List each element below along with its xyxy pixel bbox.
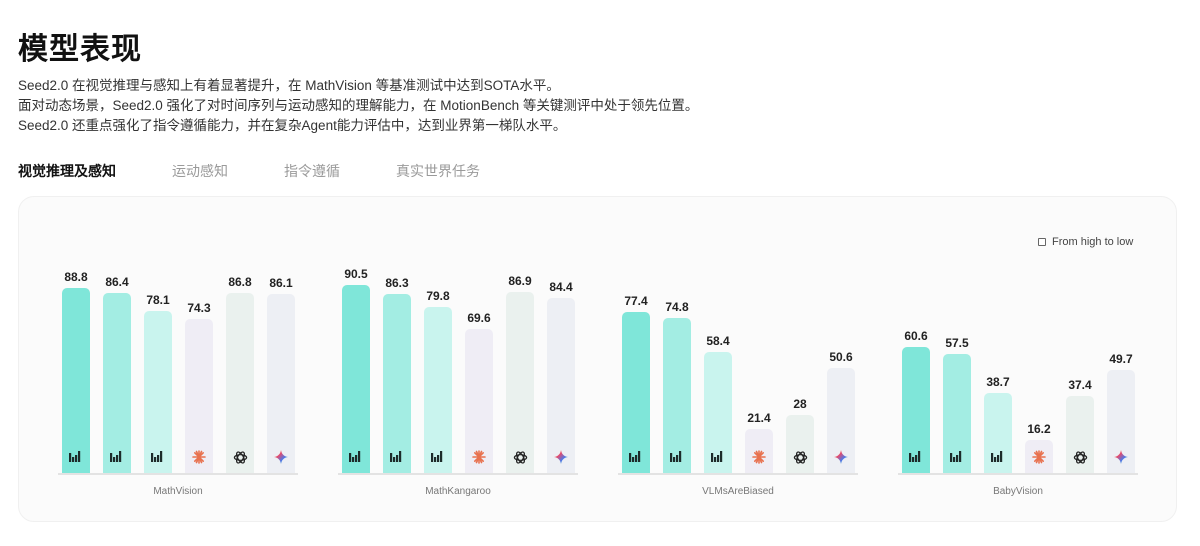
bar[interactable] (226, 293, 254, 474)
bar-value-label: 86.4 (105, 275, 129, 289)
bar[interactable] (943, 354, 971, 474)
bar-value-label: 21.4 (747, 411, 771, 425)
bar[interactable] (342, 285, 370, 474)
bar-value-label: 74.3 (187, 301, 211, 315)
bar-value-label: 37.4 (1068, 378, 1092, 392)
tab-visual-reasoning[interactable]: 视觉推理及感知 (18, 163, 116, 179)
bar-value-label: 78.1 (146, 293, 170, 307)
category-tabs: 视觉推理及感知 运动感知 指令遵循 真实世界任务 (18, 161, 536, 181)
gemini-logo-icon (547, 449, 575, 465)
x-axis-line (898, 473, 1138, 475)
x-axis-line (58, 473, 298, 475)
tab-motion-perception[interactable]: 运动感知 (172, 163, 228, 179)
bar-value-label: 50.6 (829, 350, 853, 364)
seed-logo-icon (424, 449, 452, 465)
bar[interactable] (622, 312, 650, 474)
group-label: MathVision (153, 486, 203, 497)
bar-value-label: 60.6 (904, 329, 928, 343)
bar-value-label: 84.4 (549, 280, 573, 294)
bar-value-label: 57.5 (945, 336, 969, 350)
bar-value-label: 74.8 (665, 300, 689, 314)
bar-value-label: 86.1 (269, 276, 293, 290)
bar-group-mathvision: 88.8 86.4 78.1 74.3 86.8 86.1 MathVision (58, 196, 302, 506)
bar-value-label: 49.7 (1109, 352, 1133, 366)
group-label: BabyVision (993, 486, 1043, 497)
bar-value-label: 28 (793, 397, 807, 411)
group-label: VLMsAreBiased (702, 486, 774, 497)
openai-logo-icon (786, 449, 814, 465)
seed-logo-icon (342, 449, 370, 465)
bar[interactable] (547, 298, 575, 474)
seed-logo-icon (984, 449, 1012, 465)
bar[interactable] (424, 307, 452, 474)
claude-logo-icon (465, 449, 493, 465)
seed-logo-icon (663, 449, 691, 465)
bar[interactable] (103, 293, 131, 474)
bar-value-label: 77.4 (624, 294, 648, 308)
bar-value-label: 69.6 (467, 311, 491, 325)
claude-logo-icon (745, 449, 773, 465)
bar[interactable] (663, 318, 691, 474)
bar[interactable] (267, 294, 295, 474)
openai-logo-icon (226, 449, 254, 465)
description-line: 面对动态场景，Seed2.0 强化了对时间序列与运动感知的理解能力，在 Moti… (18, 98, 699, 113)
description-line: Seed2.0 还重点强化了指令遵循能力，并在复杂Agent能力评估中，达到业界… (18, 118, 567, 133)
seed-logo-icon (144, 449, 172, 465)
seed-logo-icon (62, 449, 90, 465)
seed-logo-icon (383, 449, 411, 465)
gemini-logo-icon (267, 449, 295, 465)
x-axis-line (618, 473, 858, 475)
gemini-logo-icon (827, 449, 855, 465)
bar[interactable] (144, 311, 172, 474)
sort-label: From high to low (1052, 236, 1134, 248)
bar-value-label: 16.2 (1027, 422, 1051, 436)
seed-logo-icon (103, 449, 131, 465)
tab-real-world-tasks[interactable]: 真实世界任务 (396, 163, 480, 179)
bar[interactable] (465, 329, 493, 474)
bar-value-label: 88.8 (64, 270, 88, 284)
bar-value-label: 58.4 (706, 334, 730, 348)
bar-value-label: 86.9 (508, 274, 532, 288)
bar[interactable] (383, 294, 411, 474)
x-axis-line (338, 473, 578, 475)
sort-high-to-low-toggle[interactable]: From high to low (1038, 236, 1133, 248)
bar[interactable] (62, 288, 90, 474)
bar-value-label: 86.3 (385, 276, 409, 290)
bar[interactable] (786, 415, 814, 474)
bar[interactable] (506, 292, 534, 474)
bar[interactable] (704, 352, 732, 474)
claude-logo-icon (185, 449, 213, 465)
bar-value-label: 90.5 (344, 267, 368, 281)
group-label: MathKangaroo (425, 486, 491, 497)
page-title: 模型表现 (18, 33, 142, 66)
openai-logo-icon (1066, 449, 1094, 465)
checkbox-icon[interactable] (1038, 238, 1046, 246)
seed-logo-icon (704, 449, 732, 465)
openai-logo-icon (506, 449, 534, 465)
description-line: Seed2.0 在视觉推理与感知上有着显著提升，在 MathVision 等基准… (18, 78, 560, 93)
bar-value-label: 38.7 (986, 375, 1010, 389)
tab-instruction-following[interactable]: 指令遵循 (284, 163, 340, 179)
seed-logo-icon (943, 449, 971, 465)
bar-group-vlmsarebiased: 77.4 74.8 58.4 21.4 28 50.6 VLMsAreBiased (618, 196, 862, 506)
page-description: Seed2.0 在视觉推理与感知上有着显著提升，在 MathVision 等基准… (18, 76, 698, 136)
bar-group-babyvision: 60.6 57.5 38.7 16.2 37.4 49.7 BabyVision (898, 196, 1142, 506)
bar[interactable] (902, 347, 930, 474)
bar[interactable] (185, 319, 213, 474)
bar-value-label: 86.8 (228, 275, 252, 289)
claude-logo-icon (1025, 449, 1053, 465)
seed-logo-icon (622, 449, 650, 465)
seed-logo-icon (902, 449, 930, 465)
gemini-logo-icon (1107, 449, 1135, 465)
bar-value-label: 79.8 (426, 289, 450, 303)
bar-group-mathkangaroo: 90.5 86.3 79.8 69.6 86.9 84.4 MathKangaroo (338, 196, 582, 506)
